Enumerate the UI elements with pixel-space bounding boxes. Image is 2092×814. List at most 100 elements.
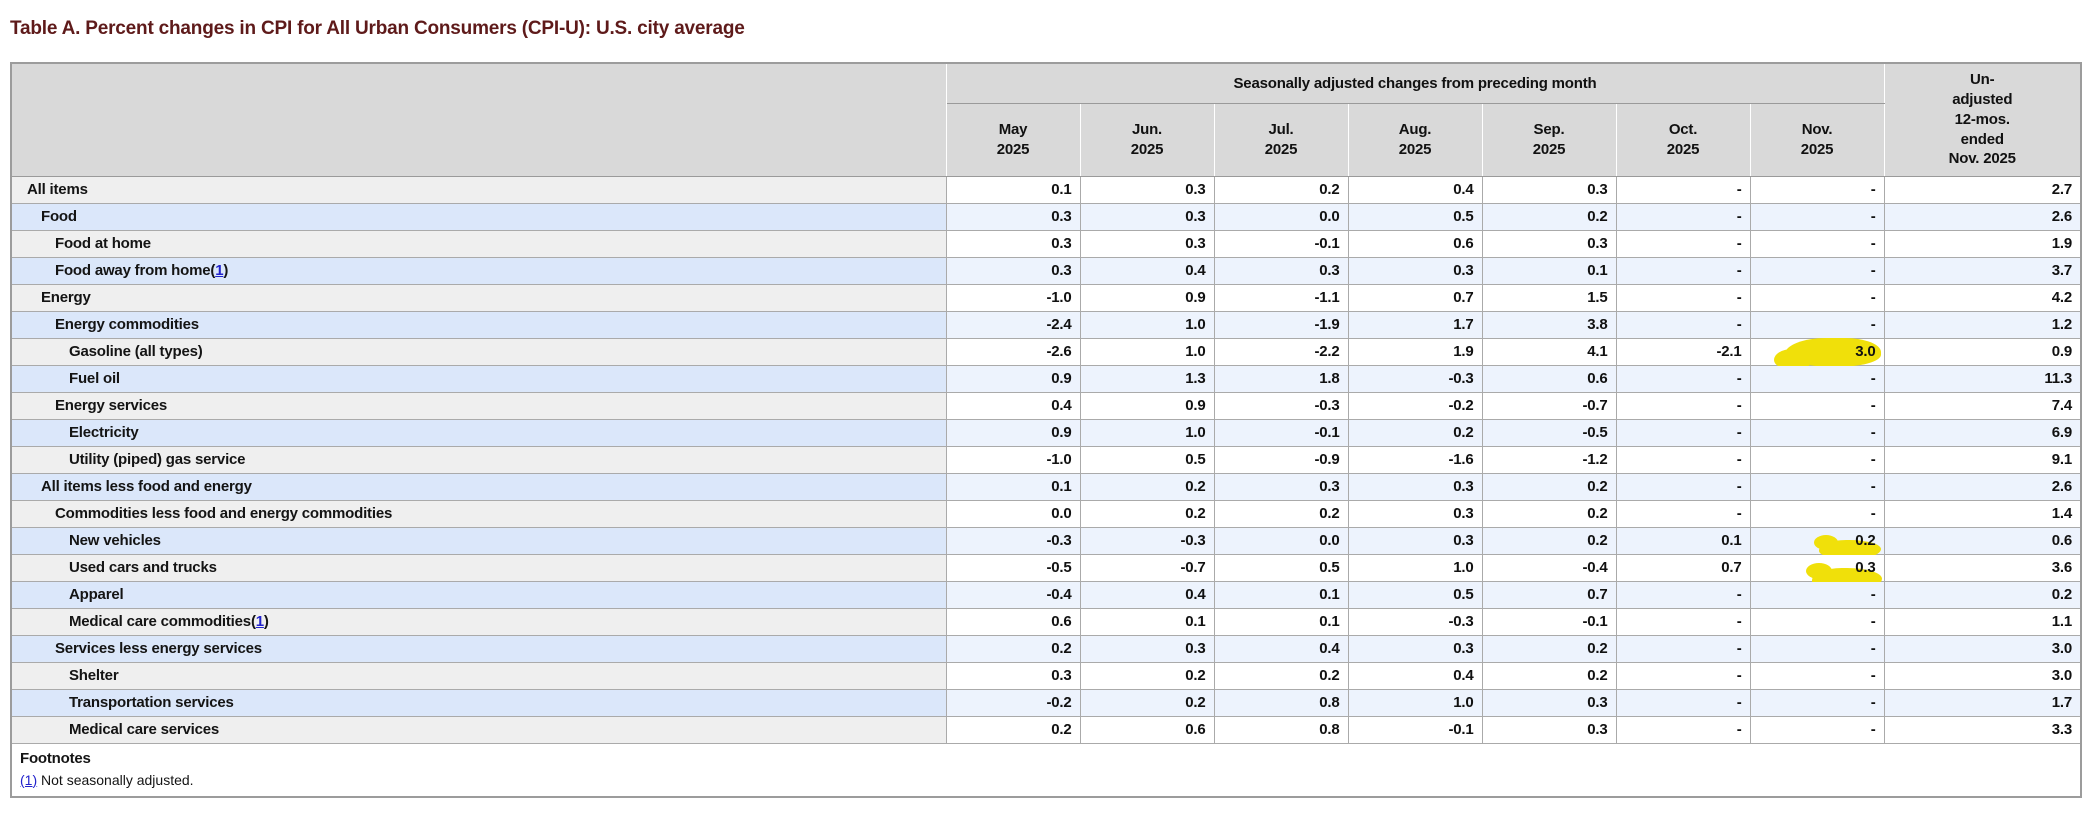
value-cell: 0.2 (1481, 472, 1617, 501)
value-cell: - (1615, 715, 1751, 744)
value-cell: 0.2 (1079, 499, 1215, 528)
value-cell: -0.7 (1481, 391, 1617, 420)
value-cell: -0.3 (1347, 364, 1483, 393)
value-cell: 0.3 (1079, 175, 1215, 204)
value-cell: 0.7 (1615, 553, 1751, 582)
value-cell: 0.7 (1347, 283, 1483, 312)
value-cell: - (1615, 607, 1751, 636)
value-cell: 0.4 (1079, 256, 1215, 285)
value-cell: -0.1 (1213, 229, 1349, 258)
value-cell: 0.5 (1079, 445, 1215, 474)
value-cell: - (1615, 256, 1751, 285)
value-cell: - (1615, 283, 1751, 312)
value-cell: -0.5 (1481, 418, 1617, 447)
value-cell: 0.3 (1079, 229, 1215, 258)
value-cell: 3.0 (1883, 661, 2082, 690)
table-row: New vehicles -0.3 -0.3 0.0 0.3 0.2 0.1 0.2 0.6 (10, 526, 2082, 559)
value-cell: -0.2 (945, 688, 1081, 717)
value-cell: 0.3 (1079, 634, 1215, 663)
month-column-header: Aug. 2025 (1347, 102, 1483, 177)
footnotes-heading: Footnotes (20, 749, 91, 767)
footnote-ref-link[interactable]: 1 (255, 613, 264, 630)
highlight-annotation (1773, 348, 1812, 370)
value-cell: 0.6 (1347, 229, 1483, 258)
value-cell: 0.9 (1079, 283, 1215, 312)
value-cell: 0.1 (1213, 607, 1349, 636)
value-cell: 0.2 (945, 634, 1081, 663)
row-label-cell: Food at home (10, 229, 947, 258)
table-row: Shelter 0.3 0.2 0.2 0.4 0.2- -3.0 (10, 661, 2082, 690)
table-row: Used cars and trucks -0.5 -0.7 0.5 1.0 -0.4 0.… (10, 553, 2082, 591)
row-label-cell: Energy commodities (10, 310, 947, 339)
value-cell: 0.4 (945, 391, 1081, 420)
row-label-cell: Food away from home(1) (10, 256, 947, 285)
table-row: Electricity 0.9 1.0 -0.1 0.2 -0.5- -6.9 (10, 418, 2082, 447)
value-cell: - (1615, 499, 1751, 528)
row-label-cell: Fuel oil (10, 364, 947, 393)
value-cell: 0.3 (945, 256, 1081, 285)
value-cell: -0.1 (1213, 418, 1349, 447)
value-cell: -1.0 (945, 445, 1081, 474)
month-column-header: Nov. 2025 (1749, 102, 1885, 177)
seasonally-adjusted-group-header: Seasonally adjusted changes from precedi… (945, 62, 1885, 104)
value-cell: -0.3 (1079, 526, 1215, 555)
value-cell: - (1749, 175, 1885, 204)
row-label-cell: Electricity (10, 418, 947, 447)
month-column-header: Jun. 2025 (1079, 102, 1215, 177)
value-cell: 0.5 (1347, 202, 1483, 231)
value-cell: 0.2 (1213, 175, 1349, 204)
value-cell: 0.6 (1883, 526, 2082, 555)
row-label-cell: Shelter (10, 661, 947, 690)
value-cell: 2.6 (1883, 202, 2082, 231)
table-row: Apparel -0.4 0.4 0.1 0.5 0.7- -0.2 (10, 580, 2082, 609)
value-cell: 0.9 (945, 364, 1081, 393)
value-cell: 1.2 (1883, 310, 2082, 339)
value-cell: -1.0 (945, 283, 1081, 312)
row-label-cell: Energy (10, 283, 947, 312)
footnote-ref-link[interactable]: 1 (215, 262, 224, 279)
value-cell: 9.1 (1883, 445, 2082, 474)
value-cell: 1.9 (1347, 337, 1483, 366)
footnote-ref-link[interactable]: (1) (20, 771, 38, 788)
value-cell: - (1749, 310, 1885, 339)
value-cell: -1.1 (1213, 283, 1349, 312)
highlighted-value-cell: 0.3 (1749, 553, 1885, 591)
value-cell: - (1749, 445, 1885, 474)
highlighted-value-cell: 0.2 (1749, 526, 1885, 559)
value-cell: 0.4 (1213, 634, 1349, 663)
row-label-cell: Apparel (10, 580, 947, 609)
month-column-header: Jul. 2025 (1213, 102, 1349, 177)
footnote-list: (1) Not seasonally adjusted. (20, 772, 2072, 788)
value-cell: 0.0 (1213, 526, 1349, 555)
value-cell: -0.1 (1347, 715, 1483, 744)
value-cell: 0.2 (945, 715, 1081, 744)
table-row: Utility (piped) gas service -1.0 0.5 -0.9 -1… (10, 445, 2082, 474)
value-cell: 0.4 (1347, 661, 1483, 690)
value-cell: - (1615, 580, 1751, 609)
row-label-cell: All items less food and energy (10, 472, 947, 501)
value-cell: 0.9 (1079, 391, 1215, 420)
value-cell: - (1749, 418, 1885, 447)
value-cell: 0.2 (1481, 499, 1617, 528)
value-cell: 0.1 (945, 472, 1081, 501)
value-cell: 1.0 (1347, 553, 1483, 582)
value-cell: -0.5 (945, 553, 1081, 582)
value-cell: 0.2 (1481, 634, 1617, 663)
value-cell: 0.3 (1481, 229, 1617, 258)
row-label-cell: All items (10, 175, 947, 204)
value-cell: - (1749, 688, 1885, 717)
value-cell: 0.6 (1079, 715, 1215, 744)
value-cell: - (1749, 202, 1885, 231)
row-label-cell: Commodities less food and energy commodi… (10, 499, 947, 528)
value-cell: -2.6 (945, 337, 1081, 366)
value-cell: 0.3 (1347, 256, 1483, 285)
value-cell: - (1749, 499, 1885, 528)
cpi-table: Seasonally adjusted changes from precedi… (10, 62, 2082, 798)
value-cell: -1.2 (1481, 445, 1617, 474)
value-cell: 2.7 (1883, 175, 2082, 204)
value-cell: 0.7 (1481, 580, 1617, 609)
value-cell: -0.1 (1481, 607, 1617, 636)
value-cell: 0.2 (1213, 499, 1349, 528)
value-cell: 0.2 (1079, 472, 1215, 501)
value-cell: 0.9 (1883, 337, 2082, 366)
